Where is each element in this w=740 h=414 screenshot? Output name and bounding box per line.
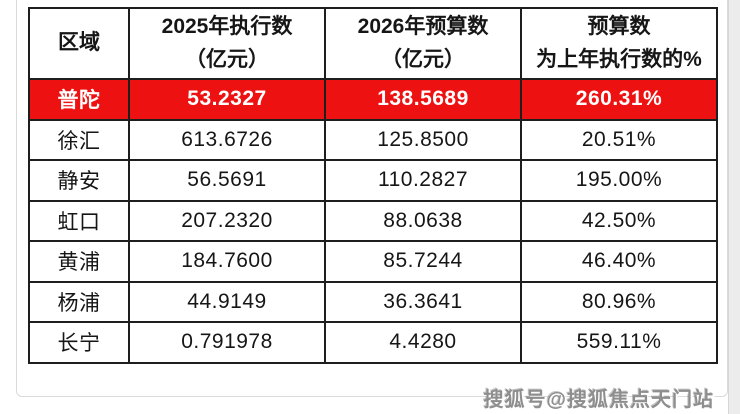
cell-region: 静安 bbox=[28, 159, 130, 202]
header-pct-line1: 预算数 bbox=[587, 15, 651, 38]
cell-budget-2026: 88.0638 bbox=[324, 199, 522, 243]
column-header-exec-2025: 2025年执行数 （亿元） bbox=[128, 6, 326, 81]
cell-exec-2025: 613.6726 bbox=[128, 118, 326, 162]
table-row-putuo: 普陀 53.2327 138.5689 260.31% bbox=[28, 78, 718, 121]
cell-budget-2026: 138.5689 bbox=[324, 78, 522, 121]
table-row-hongkou: 虹口 207.2320 88.0638 42.50% bbox=[28, 199, 718, 243]
cell-budget-2026: 4.4280 bbox=[324, 321, 522, 364]
cell-percent: 559.11% bbox=[520, 321, 718, 364]
cell-percent: 195.00% bbox=[520, 159, 718, 202]
header-budget-line1: 2026年预算数 bbox=[357, 15, 489, 38]
sohu-watermark: 搜狐号@搜狐焦点天门站 bbox=[483, 389, 714, 411]
header-exec-line1: 2025年执行数 bbox=[161, 15, 293, 38]
column-header-budget-2026: 2026年预算数 （亿元） bbox=[324, 6, 522, 81]
cell-region: 长宁 bbox=[28, 321, 130, 364]
cell-exec-2025: 0.791978 bbox=[128, 321, 326, 364]
cell-exec-2025: 53.2327 bbox=[128, 78, 326, 121]
cell-exec-2025: 207.2320 bbox=[128, 199, 326, 243]
cell-budget-2026: 110.2827 bbox=[324, 159, 522, 202]
column-header-percent: 预算数 为上年执行数的% bbox=[520, 6, 718, 81]
cell-budget-2026: 125.8500 bbox=[324, 118, 522, 162]
table-header: 区域 2025年执行数 （亿元） 2026年预算数 （亿元） 预算数 为上年执行… bbox=[28, 6, 718, 81]
table-row-jingan: 静安 56.5691 110.2827 195.00% bbox=[28, 159, 718, 202]
cell-exec-2025: 44.9149 bbox=[128, 280, 326, 324]
cell-budget-2026: 36.3641 bbox=[324, 280, 522, 324]
header-exec-line2: （亿元） bbox=[185, 47, 269, 71]
table-row-yangpu: 杨浦 44.9149 36.3641 80.96% bbox=[28, 280, 718, 324]
cell-percent: 20.51% bbox=[520, 118, 718, 162]
cell-percent: 42.50% bbox=[520, 199, 718, 243]
cell-exec-2025: 56.5691 bbox=[128, 159, 326, 202]
column-header-region: 区域 bbox=[28, 6, 130, 81]
header-row: 区域 2025年执行数 （亿元） 2026年预算数 （亿元） 预算数 为上年执行… bbox=[28, 6, 718, 81]
table-row-xuhui: 徐汇 613.6726 125.8500 20.51% bbox=[28, 118, 718, 162]
cell-region: 徐汇 bbox=[28, 118, 130, 162]
header-pct-line2: 为上年执行数的% bbox=[536, 47, 702, 71]
cell-region: 黄浦 bbox=[28, 240, 130, 283]
header-region-label: 区域 bbox=[58, 31, 100, 55]
cell-percent: 46.40% bbox=[520, 240, 718, 283]
cell-percent: 80.96% bbox=[520, 280, 718, 324]
cell-region: 普陀 bbox=[28, 78, 130, 121]
cell-budget-2026: 85.7244 bbox=[324, 240, 522, 283]
table-row-huangpu: 黄浦 184.7600 85.7244 46.40% bbox=[28, 240, 718, 283]
cell-region: 虹口 bbox=[28, 199, 130, 243]
right-edge-strip bbox=[728, 0, 740, 414]
table-row-changning: 长宁 0.791978 4.4280 559.11% bbox=[28, 321, 718, 364]
header-budget-line2: （亿元） bbox=[381, 47, 465, 71]
cell-percent: 260.31% bbox=[520, 78, 718, 121]
budget-table: 区域 2025年执行数 （亿元） 2026年预算数 （亿元） 预算数 为上年执行… bbox=[28, 6, 718, 364]
cell-region: 杨浦 bbox=[28, 280, 130, 324]
cell-exec-2025: 184.7600 bbox=[128, 240, 326, 283]
